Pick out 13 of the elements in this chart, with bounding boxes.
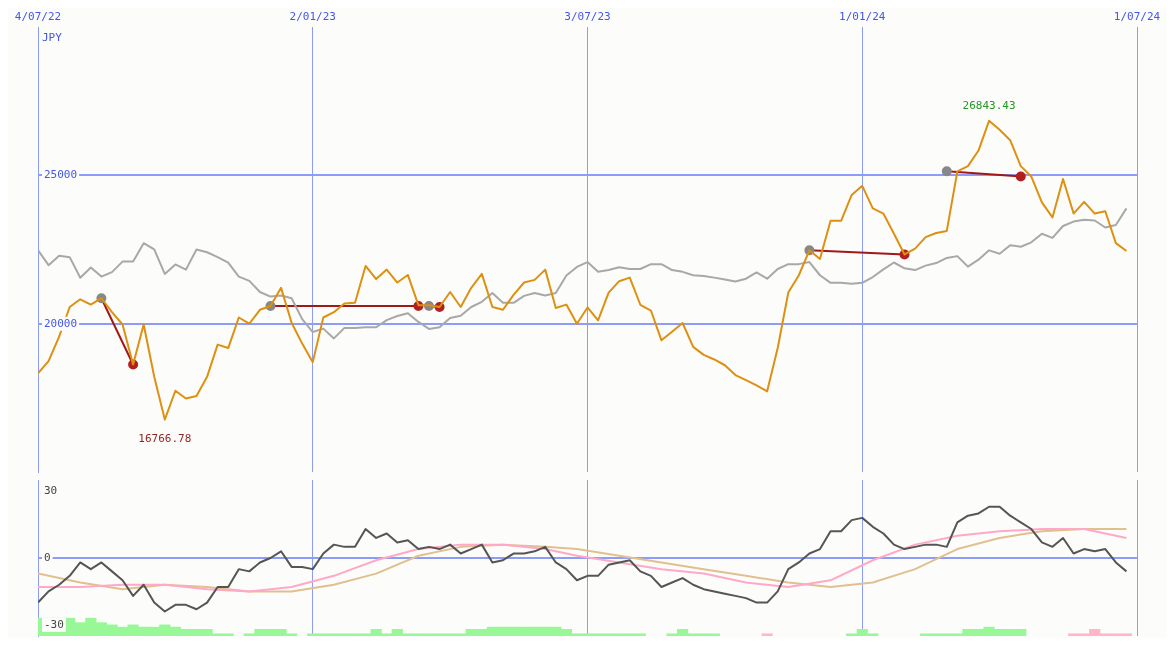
y-axis-title: JPY	[42, 31, 63, 45]
y-tick-label: 20000	[44, 316, 78, 330]
y-tick-label: 25000	[44, 168, 78, 182]
y-tick-label: 0	[44, 550, 51, 564]
x-tick-label: 2/01/23	[289, 10, 336, 24]
y-tick-label: 30	[44, 484, 58, 497]
x-tick-label: 3/07/23	[564, 10, 611, 24]
x-tick-label: 1/01/24	[839, 10, 886, 24]
annotation: 16766.78	[138, 431, 192, 445]
x-tick-label: 4/07/22	[14, 10, 62, 24]
annotation: 26843.43	[962, 98, 1016, 112]
x-tick-label: 1/07/24	[1113, 10, 1161, 24]
y-tick-label: -30	[44, 617, 64, 631]
